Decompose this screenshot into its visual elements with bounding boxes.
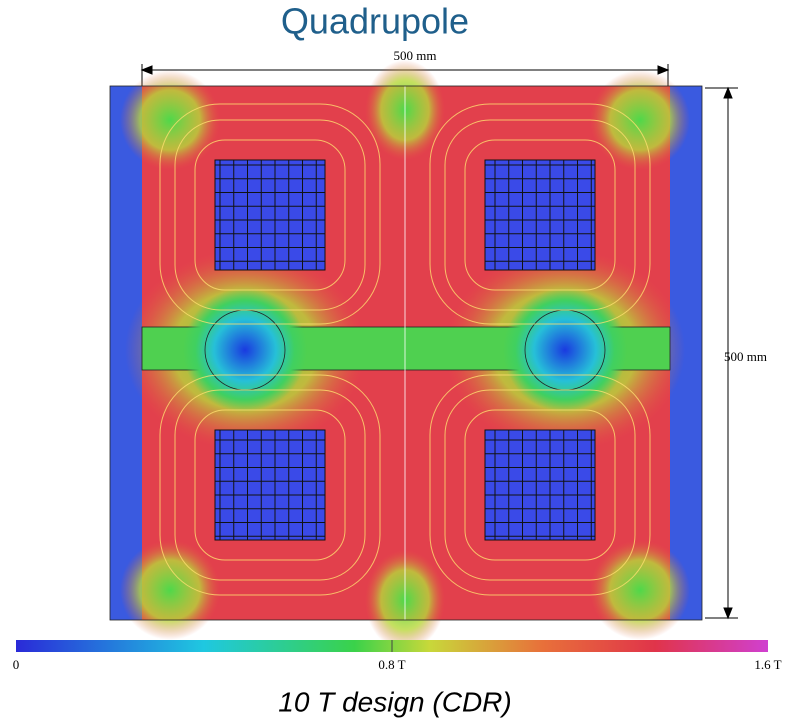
field-map [110,60,702,650]
title: Quadrupole [281,1,469,42]
colorbar-label: 0 [13,657,20,672]
colorbar-label: 0.8 T [378,657,405,672]
height-label: 500 mm [724,349,767,364]
colorbar-label: 1.6 T [754,657,781,672]
caption: 10 T design (CDR) [278,686,511,717]
figure: Quadrupole 500 mm [0,0,786,723]
